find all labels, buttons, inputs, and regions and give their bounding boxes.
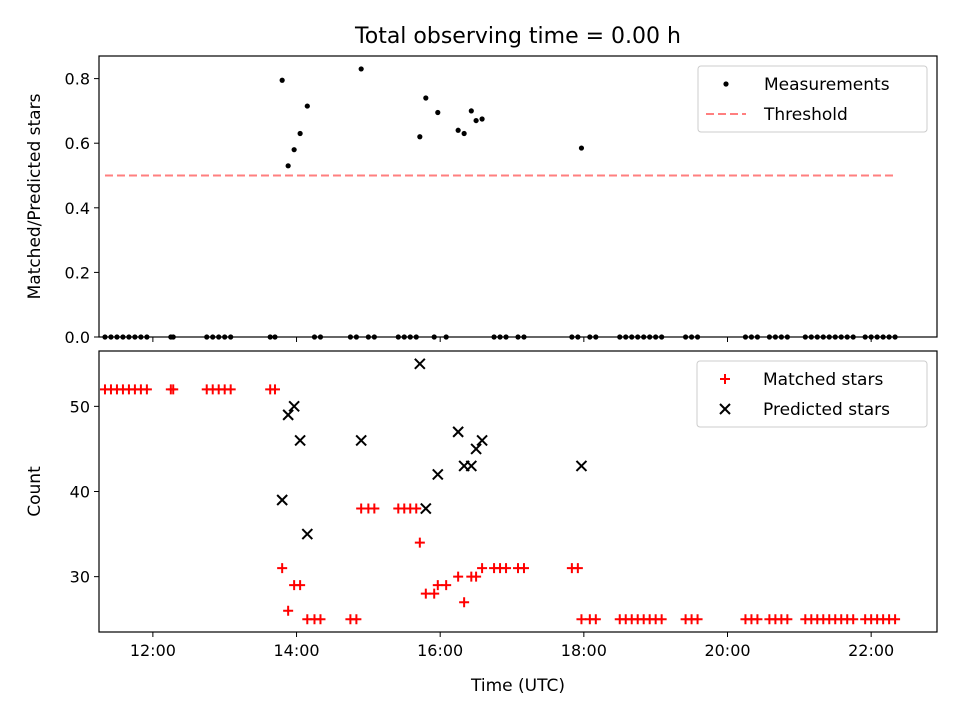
bottom-plot-panel: 30 40 50 12:00 14:00 16:00 18:00 20:00 22:00 Coun…	[25, 350, 938, 696]
bottom-y-axis-label: Count	[25, 466, 45, 517]
matched-star-point	[420, 588, 431, 599]
top-legend: Measurements Threshold	[697, 65, 928, 133]
matched-star-point	[576, 614, 587, 625]
legend-box	[696, 360, 928, 428]
top-y-tick-label: 0.0	[65, 328, 90, 347]
matched-star-point	[572, 563, 583, 574]
measurement-point	[417, 134, 423, 140]
measurement-point	[279, 77, 285, 83]
matched-star-point	[277, 563, 288, 574]
matched-star-point	[459, 597, 470, 608]
predicted-star-point	[470, 443, 482, 455]
measurement-point	[304, 103, 310, 109]
legend-entry-label: Matched stars	[763, 370, 883, 390]
legend-entry-label: Measurements	[764, 75, 890, 95]
matched-star-point	[890, 614, 901, 625]
matched-star-point	[453, 571, 464, 582]
predicted-star-point	[432, 468, 444, 481]
matched-star-point	[141, 384, 152, 395]
measurement-point	[297, 130, 303, 137]
measurement-point	[479, 116, 485, 122]
matched-star-point	[411, 503, 422, 514]
bottom-axes-frame	[98, 350, 938, 633]
matched-star-point	[414, 537, 425, 548]
legend-entry-label: Threshold	[763, 105, 848, 125]
legend-box	[697, 65, 928, 133]
matched-star-point	[471, 571, 482, 582]
bottom-x-tick-label: 18:00	[561, 641, 607, 660]
predicted-star-point	[420, 502, 432, 515]
bottom-x-tick-label: 14:00	[273, 641, 319, 660]
matched-star-point	[590, 614, 601, 625]
top-y-tick-label: 0.8	[65, 70, 90, 89]
bottom-y-tick-label: 30	[70, 568, 90, 587]
predicted-star-point	[465, 460, 478, 472]
matched-star-point	[752, 614, 763, 625]
measurement-point	[461, 130, 467, 137]
predicted-star-point	[288, 400, 300, 413]
predicted-star-point	[282, 409, 294, 421]
bottom-x-tick-label: 12:00	[130, 641, 176, 660]
matched-star-point	[518, 563, 529, 574]
legend-marker-plus	[720, 374, 730, 384]
bottom-legend: Matched stars Predicted stars	[696, 360, 928, 428]
bottom-x-tick-label: 20:00	[704, 641, 750, 660]
measurement-point	[455, 127, 461, 133]
matched-star-point	[429, 588, 440, 599]
measurement-point	[468, 108, 474, 114]
matched-star-point	[295, 580, 306, 591]
predicted-star-point	[414, 358, 426, 370]
predicted-star-point	[355, 434, 367, 447]
legend-entry-label: Predicted stars	[763, 400, 890, 420]
legend-marker-dot	[723, 81, 729, 87]
measurement-point	[423, 95, 429, 101]
predicted-star-point	[301, 528, 314, 540]
top-chart-title: Total observing time = 0.00 h	[354, 24, 681, 49]
matched-star-point	[269, 384, 280, 395]
top-axes-frame	[98, 55, 938, 338]
predicted-star-point	[476, 434, 488, 447]
measurement-point	[285, 163, 291, 169]
bottom-y-tick-label: 50	[70, 397, 90, 416]
bottom-series-predicted-stars	[276, 358, 588, 540]
legend-marker-x	[719, 403, 731, 415]
bottom-x-tick-label: 22:00	[848, 641, 894, 660]
matched-star-point	[315, 614, 326, 625]
matched-star-point	[782, 614, 793, 625]
measurement-point	[291, 147, 297, 153]
predicted-star-point	[276, 494, 288, 506]
matched-star-point	[369, 503, 380, 514]
matched-star-point	[501, 563, 512, 574]
top-y-tick-label: 0.4	[65, 199, 90, 218]
top-y-tick-label: 0.2	[65, 263, 90, 282]
matched-star-point	[168, 384, 179, 395]
matched-star-point	[441, 580, 452, 591]
measurement-point	[578, 145, 585, 151]
top-plot-panel: 0.0 0.2 0.4 0.6 0.8 Matched/Predicted stars Me…	[25, 55, 938, 347]
predicted-star-point	[452, 426, 464, 438]
matched-star-point	[283, 605, 294, 616]
measurement-point	[358, 66, 364, 72]
bottom-y-tick-label: 40	[70, 483, 90, 502]
matched-star-point	[432, 580, 443, 591]
bottom-x-tick-label: 16:00	[417, 641, 463, 660]
predicted-star-point	[294, 434, 306, 447]
matched-star-point	[848, 614, 859, 625]
top-y-axis-label: Matched/Predicted stars	[25, 93, 45, 299]
matched-star-point	[656, 614, 667, 625]
predicted-star-point	[575, 460, 588, 472]
matched-star-point	[477, 563, 488, 574]
matched-star-point	[351, 614, 362, 625]
measurement-point	[473, 117, 479, 124]
matched-star-point	[225, 384, 236, 395]
bottom-series-matched-stars	[99, 384, 901, 625]
matched-star-point	[692, 614, 703, 625]
top-y-tick-label: 0.6	[65, 134, 90, 153]
bottom-x-axis-label: Time (UTC)	[470, 676, 565, 696]
measurement-point	[435, 109, 441, 116]
